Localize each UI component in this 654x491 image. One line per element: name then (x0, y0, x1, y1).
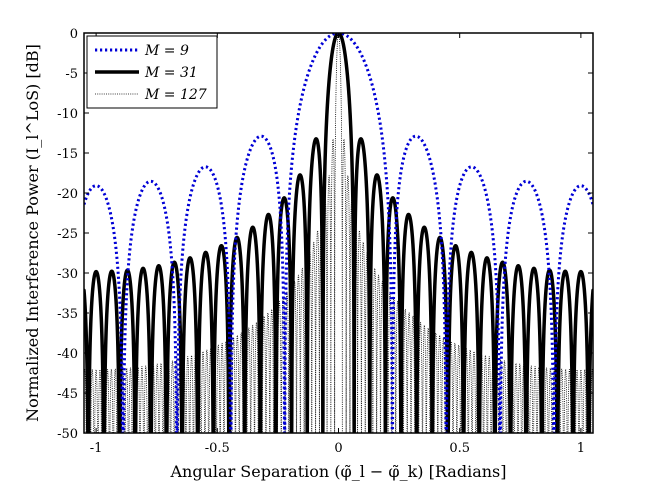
series-layer (84, 33, 593, 433)
y-tick-label: -20 (57, 187, 78, 202)
legend-label-m31: M = 31 (144, 65, 198, 81)
series-line-m31 (84, 33, 593, 433)
x-tick-label: -1 (90, 441, 103, 456)
y-tick-label: -15 (57, 147, 78, 162)
legend: M = 9 M = 31 M = 127 (86, 35, 218, 109)
y-tick-label: -30 (57, 267, 78, 282)
x-tick-label: -0.5 (205, 441, 230, 456)
y-tick-label: -35 (57, 307, 78, 322)
ticks-layer: -1 -0.5 0 0.5 1 0 -5 -10 -15 -20 -25 -30 -35 -40 -45 -5… (57, 27, 593, 456)
x-axis-label: Angular Separation (φ̃_l − φ̃_k) [Radian… (170, 462, 507, 481)
y-tick-label: -40 (57, 347, 78, 362)
series-line-m9 (84, 33, 593, 433)
x-tick-label: 0.5 (449, 441, 470, 456)
y-tick-label: -10 (57, 107, 78, 122)
y-axis-label: Normalized Interference Power (I_l^LoS) … (23, 44, 42, 422)
y-tick-label: -25 (57, 227, 78, 242)
y-tick-label: 0 (70, 27, 78, 42)
y-tick-label: -45 (57, 387, 78, 402)
x-tick-label: 1 (577, 441, 585, 456)
y-tick-label: -5 (65, 67, 78, 82)
legend-label-m127: M = 127 (144, 87, 207, 103)
x-tick-label: 0 (334, 441, 342, 456)
legend-label-m9: M = 9 (144, 43, 189, 59)
y-tick-label: -50 (57, 427, 78, 442)
